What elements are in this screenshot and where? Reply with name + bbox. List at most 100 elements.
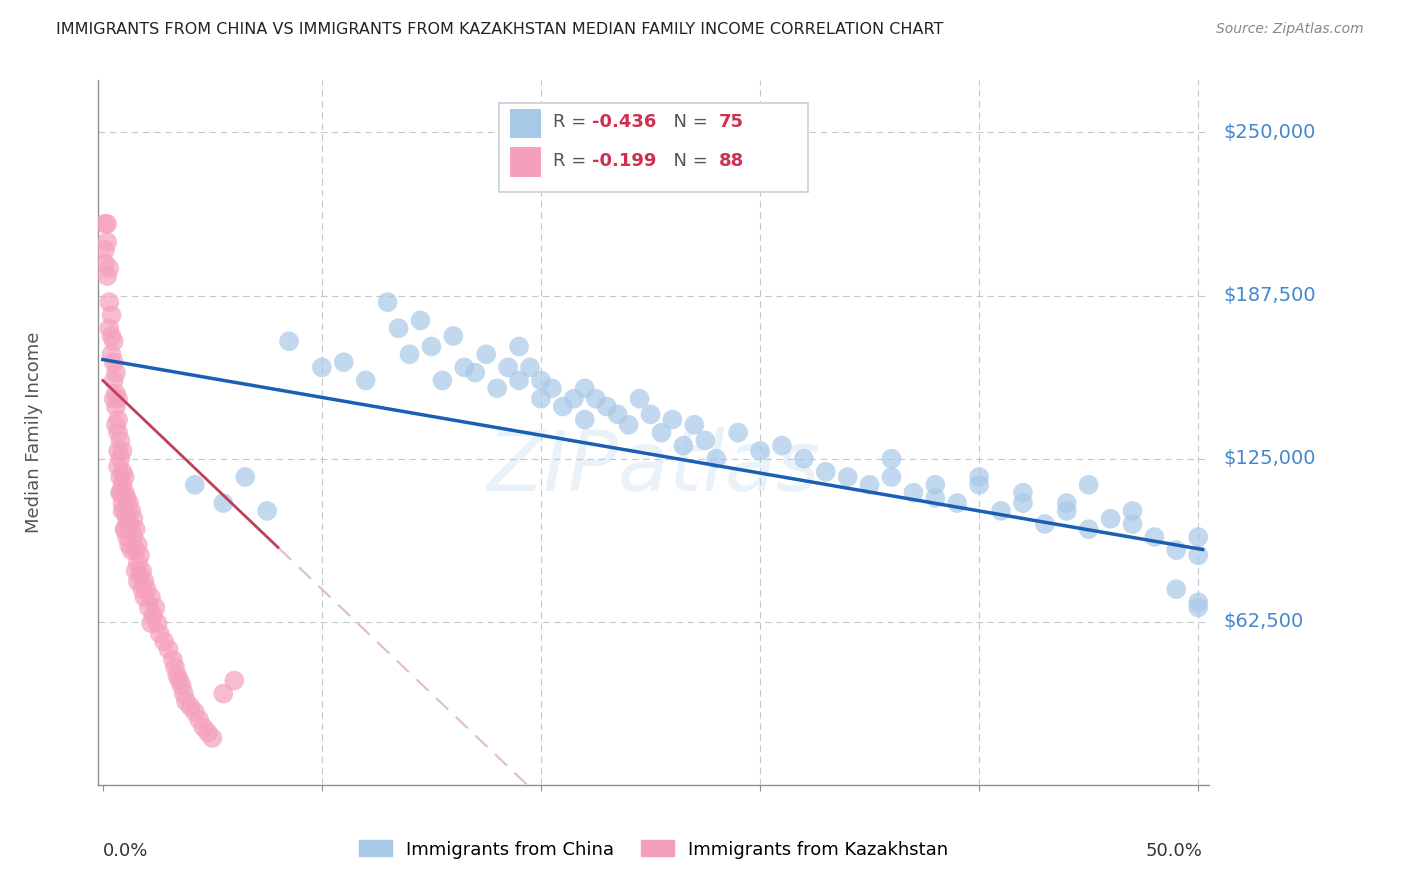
Point <box>1166 543 1188 558</box>
Point <box>100 347 122 361</box>
Point <box>880 451 903 466</box>
Point <box>110 451 132 466</box>
Point <box>120 522 142 536</box>
Text: IMMIGRANTS FROM CHINA VS IMMIGRANTS FROM KAZAKHSTAN MEDIAN FAMILY INCOME CORRELA: IMMIGRANTS FROM CHINA VS IMMIGRANTS FROM… <box>56 22 943 37</box>
Point <box>278 334 301 349</box>
Point <box>118 538 141 552</box>
Point <box>104 417 127 432</box>
Point <box>585 392 607 406</box>
Point <box>574 381 596 395</box>
Point <box>354 373 377 387</box>
Point <box>574 412 596 426</box>
Point <box>727 425 749 440</box>
Point <box>96 217 118 231</box>
Point <box>212 687 235 701</box>
Point <box>131 582 153 597</box>
Point <box>420 339 443 353</box>
Text: -0.199: -0.199 <box>592 152 657 169</box>
Point <box>1143 530 1166 544</box>
Text: $187,500: $187,500 <box>1223 286 1316 305</box>
Point <box>617 417 640 432</box>
Point <box>107 392 129 406</box>
Point <box>858 478 880 492</box>
Point <box>170 679 193 693</box>
Point <box>122 512 145 526</box>
Point <box>377 295 399 310</box>
Point <box>115 512 138 526</box>
Point <box>508 373 530 387</box>
Point <box>149 626 172 640</box>
Text: 50.0%: 50.0% <box>1146 842 1202 861</box>
Point <box>110 485 132 500</box>
Legend: Immigrants from China, Immigrants from Kazakhstan: Immigrants from China, Immigrants from K… <box>350 831 957 868</box>
Point <box>387 321 409 335</box>
Point <box>111 504 134 518</box>
Point <box>124 564 146 578</box>
Point <box>924 491 946 505</box>
Point <box>672 439 695 453</box>
Point <box>486 381 509 395</box>
Point <box>398 347 420 361</box>
Point <box>256 504 278 518</box>
Point <box>967 478 990 492</box>
Point <box>115 491 138 505</box>
Point <box>173 687 195 701</box>
Point <box>111 478 134 492</box>
Point <box>606 408 628 422</box>
Text: N =: N = <box>662 113 714 131</box>
Point <box>201 731 224 745</box>
Point <box>432 373 454 387</box>
Point <box>174 694 197 708</box>
Point <box>107 443 129 458</box>
Point <box>100 308 122 322</box>
Point <box>508 339 530 353</box>
Point <box>837 470 859 484</box>
Point <box>135 582 157 597</box>
Point <box>110 470 132 484</box>
Point <box>138 600 160 615</box>
Text: Source: ZipAtlas.com: Source: ZipAtlas.com <box>1216 22 1364 37</box>
Point <box>114 504 136 518</box>
Point <box>165 660 187 674</box>
Point <box>184 478 207 492</box>
Text: $62,500: $62,500 <box>1223 612 1303 632</box>
Point <box>111 496 134 510</box>
Point <box>188 713 211 727</box>
Text: 75: 75 <box>718 113 744 131</box>
Point <box>107 412 129 426</box>
Text: 88: 88 <box>718 152 744 169</box>
Point <box>96 268 118 283</box>
Point <box>98 321 121 335</box>
Point <box>409 313 432 327</box>
Point <box>475 347 498 361</box>
Point <box>640 408 662 422</box>
Point <box>1056 504 1078 518</box>
Text: R =: R = <box>553 152 592 169</box>
Point <box>94 256 117 270</box>
Text: 0.0%: 0.0% <box>103 842 148 861</box>
Point <box>946 496 969 510</box>
Point <box>704 451 727 466</box>
Point <box>114 522 136 536</box>
Point <box>1187 595 1209 609</box>
Point <box>131 564 153 578</box>
Point <box>695 434 717 448</box>
Point <box>1187 549 1209 563</box>
Point <box>127 538 149 552</box>
Text: R =: R = <box>553 113 592 131</box>
Point <box>122 530 145 544</box>
Point <box>233 470 256 484</box>
Point <box>661 412 683 426</box>
Point <box>134 590 156 604</box>
Point <box>749 443 772 458</box>
Point <box>104 386 127 401</box>
Point <box>496 360 519 375</box>
Point <box>115 530 138 544</box>
Point <box>1012 496 1035 510</box>
Point <box>1187 600 1209 615</box>
Point <box>1121 504 1143 518</box>
Point <box>127 556 149 570</box>
Point <box>157 642 180 657</box>
Text: ZIPatlas: ZIPatlas <box>486 427 821 508</box>
Point <box>166 668 188 682</box>
